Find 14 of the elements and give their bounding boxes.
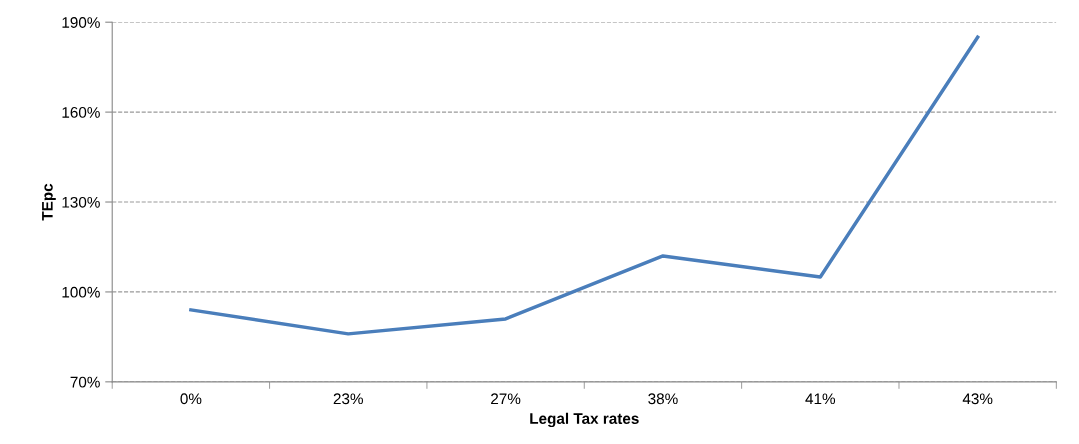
- y-axis-title: TEpc: [42, 183, 56, 221]
- x-tick-label: 23%: [333, 393, 363, 405]
- x-tick-label: 38%: [648, 393, 678, 405]
- y-tick-label: 130%: [62, 196, 100, 208]
- x-tick-label: 41%: [805, 393, 836, 405]
- y-tick-label: 190%: [62, 17, 100, 28]
- line-series: [189, 35, 980, 336]
- y-tick-label: 160%: [62, 106, 100, 118]
- x-tick-label: 43%: [962, 393, 993, 405]
- x-tick-label: 0%: [180, 393, 202, 405]
- y-tick-label: 70%: [70, 376, 100, 388]
- y-tick-label: 100%: [62, 286, 100, 298]
- x-axis-title: Legal Tax rates: [530, 412, 639, 428]
- x-tick-label: 27%: [491, 393, 521, 405]
